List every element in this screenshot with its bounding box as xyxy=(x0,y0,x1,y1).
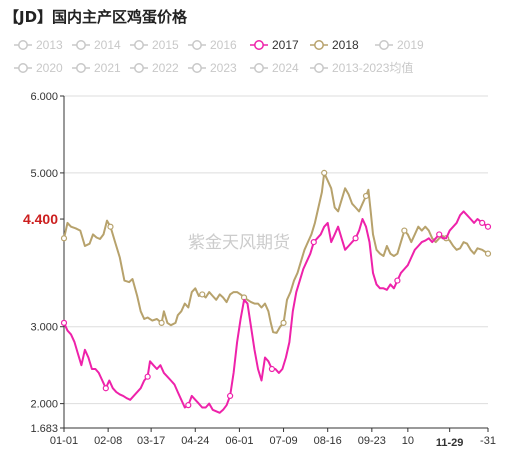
x-axis: 01-01 02-08 03-17 04-24 06-01 07-09 08-16 09-23… xyxy=(50,427,496,449)
legend-item-2014[interactable]: 2014 xyxy=(72,38,121,52)
legend-item-2016[interactable]: 2016 xyxy=(188,38,237,52)
series-point-2017 xyxy=(436,231,443,238)
legend-item-2015[interactable]: 2015 xyxy=(130,38,179,52)
x-highlight-label: 11-29 xyxy=(436,437,464,449)
series-point-2017 xyxy=(310,239,317,246)
x-tick-label: 09-23 xyxy=(358,435,386,447)
x-tick-label: 10 xyxy=(402,435,414,447)
legend-label: 2022 xyxy=(152,61,179,75)
x-tick-label: 04-24 xyxy=(181,435,209,447)
legend-swatch-marker xyxy=(134,40,144,50)
legend-label: 2020 xyxy=(36,61,63,75)
x-tick-label: 06-01 xyxy=(225,435,253,447)
series-point-2017 xyxy=(144,373,151,380)
watermark-text: 紫金天风期货 xyxy=(188,233,290,253)
legend-label: 2013 xyxy=(36,38,63,52)
series-point-2018 xyxy=(484,250,492,257)
series-point-2017 xyxy=(352,235,359,242)
legend-label: 2021 xyxy=(94,61,121,75)
legend-item-2017[interactable]: 2017 xyxy=(250,38,299,52)
legend-item-2013-2023均值[interactable]: 2013-2023均值 xyxy=(310,60,413,75)
legend-label: 2024 xyxy=(272,61,299,75)
series-point-2017 xyxy=(102,385,109,392)
series-point-2018 xyxy=(362,192,370,200)
x-tick-label: 08-16 xyxy=(314,435,342,447)
y-tick-label: 2.000 xyxy=(30,399,58,411)
series-point-2017 xyxy=(268,365,276,373)
grid-lines xyxy=(64,95,488,429)
series-point-2017 xyxy=(479,219,486,226)
legend-label: 2018 xyxy=(332,38,359,52)
chart-title: 【JD】国内主产区鸡蛋价格 xyxy=(4,8,188,26)
y-tick-label: 3.000 xyxy=(30,322,58,334)
series-point-2018 xyxy=(401,227,408,234)
x-tick-label: 07-09 xyxy=(269,435,297,447)
legend-item-2020[interactable]: 2020 xyxy=(14,61,63,75)
series-point-2018 xyxy=(280,319,287,326)
series-point-2018 xyxy=(107,223,114,230)
legend-swatch-marker xyxy=(18,40,28,50)
legend-swatch-marker xyxy=(314,40,324,50)
series-point-2018 xyxy=(321,169,328,177)
series-point-2017 xyxy=(185,402,192,409)
y-tick-label: 1.683 xyxy=(30,423,58,435)
series-point-2017 xyxy=(227,392,234,400)
legend-item-2023[interactable]: 2023 xyxy=(188,61,237,75)
legend-item-2013[interactable]: 2013 xyxy=(14,38,63,52)
series-point-2018 xyxy=(199,291,206,298)
legend-swatch-marker xyxy=(379,40,389,50)
legend-label: 2013-2023均值 xyxy=(332,60,413,75)
legend-label: 2023 xyxy=(210,61,237,75)
legend-swatch-marker xyxy=(18,63,28,73)
legend-swatch-marker xyxy=(192,40,202,50)
series-point-2017 xyxy=(60,319,68,326)
y-axis: 6.000 5.000 3.000 2.000 1.683 4.400 xyxy=(23,91,65,435)
series-point-2017 xyxy=(484,223,492,230)
legend-label: 2019 xyxy=(397,38,424,52)
legend-label: 2016 xyxy=(210,38,237,52)
series-point-2018 xyxy=(158,319,165,326)
legend-swatch-marker xyxy=(254,40,264,50)
series-point-2018 xyxy=(60,235,68,242)
series-point-2017 xyxy=(394,277,401,284)
legend-item-2024[interactable]: 2024 xyxy=(250,61,299,75)
legend-item-2021[interactable]: 2021 xyxy=(72,61,121,75)
y-tick-label: 6.000 xyxy=(30,91,58,103)
x-tick-label: 03-17 xyxy=(137,435,165,447)
x-tick-label: 01-01 xyxy=(50,435,78,447)
series-lines xyxy=(60,169,492,414)
legend-swatch-marker xyxy=(314,63,324,73)
legend-swatch-marker xyxy=(76,63,86,73)
legend-label: 2015 xyxy=(152,38,179,52)
y-tick-label: 5.000 xyxy=(30,168,58,180)
legend-swatch-marker xyxy=(254,63,264,73)
legend-swatch-marker xyxy=(134,63,144,73)
legend-item-2018[interactable]: 2018 xyxy=(310,38,359,52)
legend-label: 2014 xyxy=(94,38,121,52)
legend-swatch-marker xyxy=(192,63,202,73)
legend-swatch-marker xyxy=(76,40,86,50)
legend: 2013 2014 2015 2016 2017 2018 2019 2020 2021 2022… xyxy=(14,38,424,75)
x-tick-label: 02-08 xyxy=(94,435,122,447)
legend-item-2019[interactable]: 2019 xyxy=(375,38,424,52)
y-highlight-label: 4.400 xyxy=(23,211,58,227)
x-tick-label: -31 xyxy=(480,435,496,447)
legend-label: 2017 xyxy=(272,38,299,52)
legend-item-2022[interactable]: 2022 xyxy=(130,61,179,75)
